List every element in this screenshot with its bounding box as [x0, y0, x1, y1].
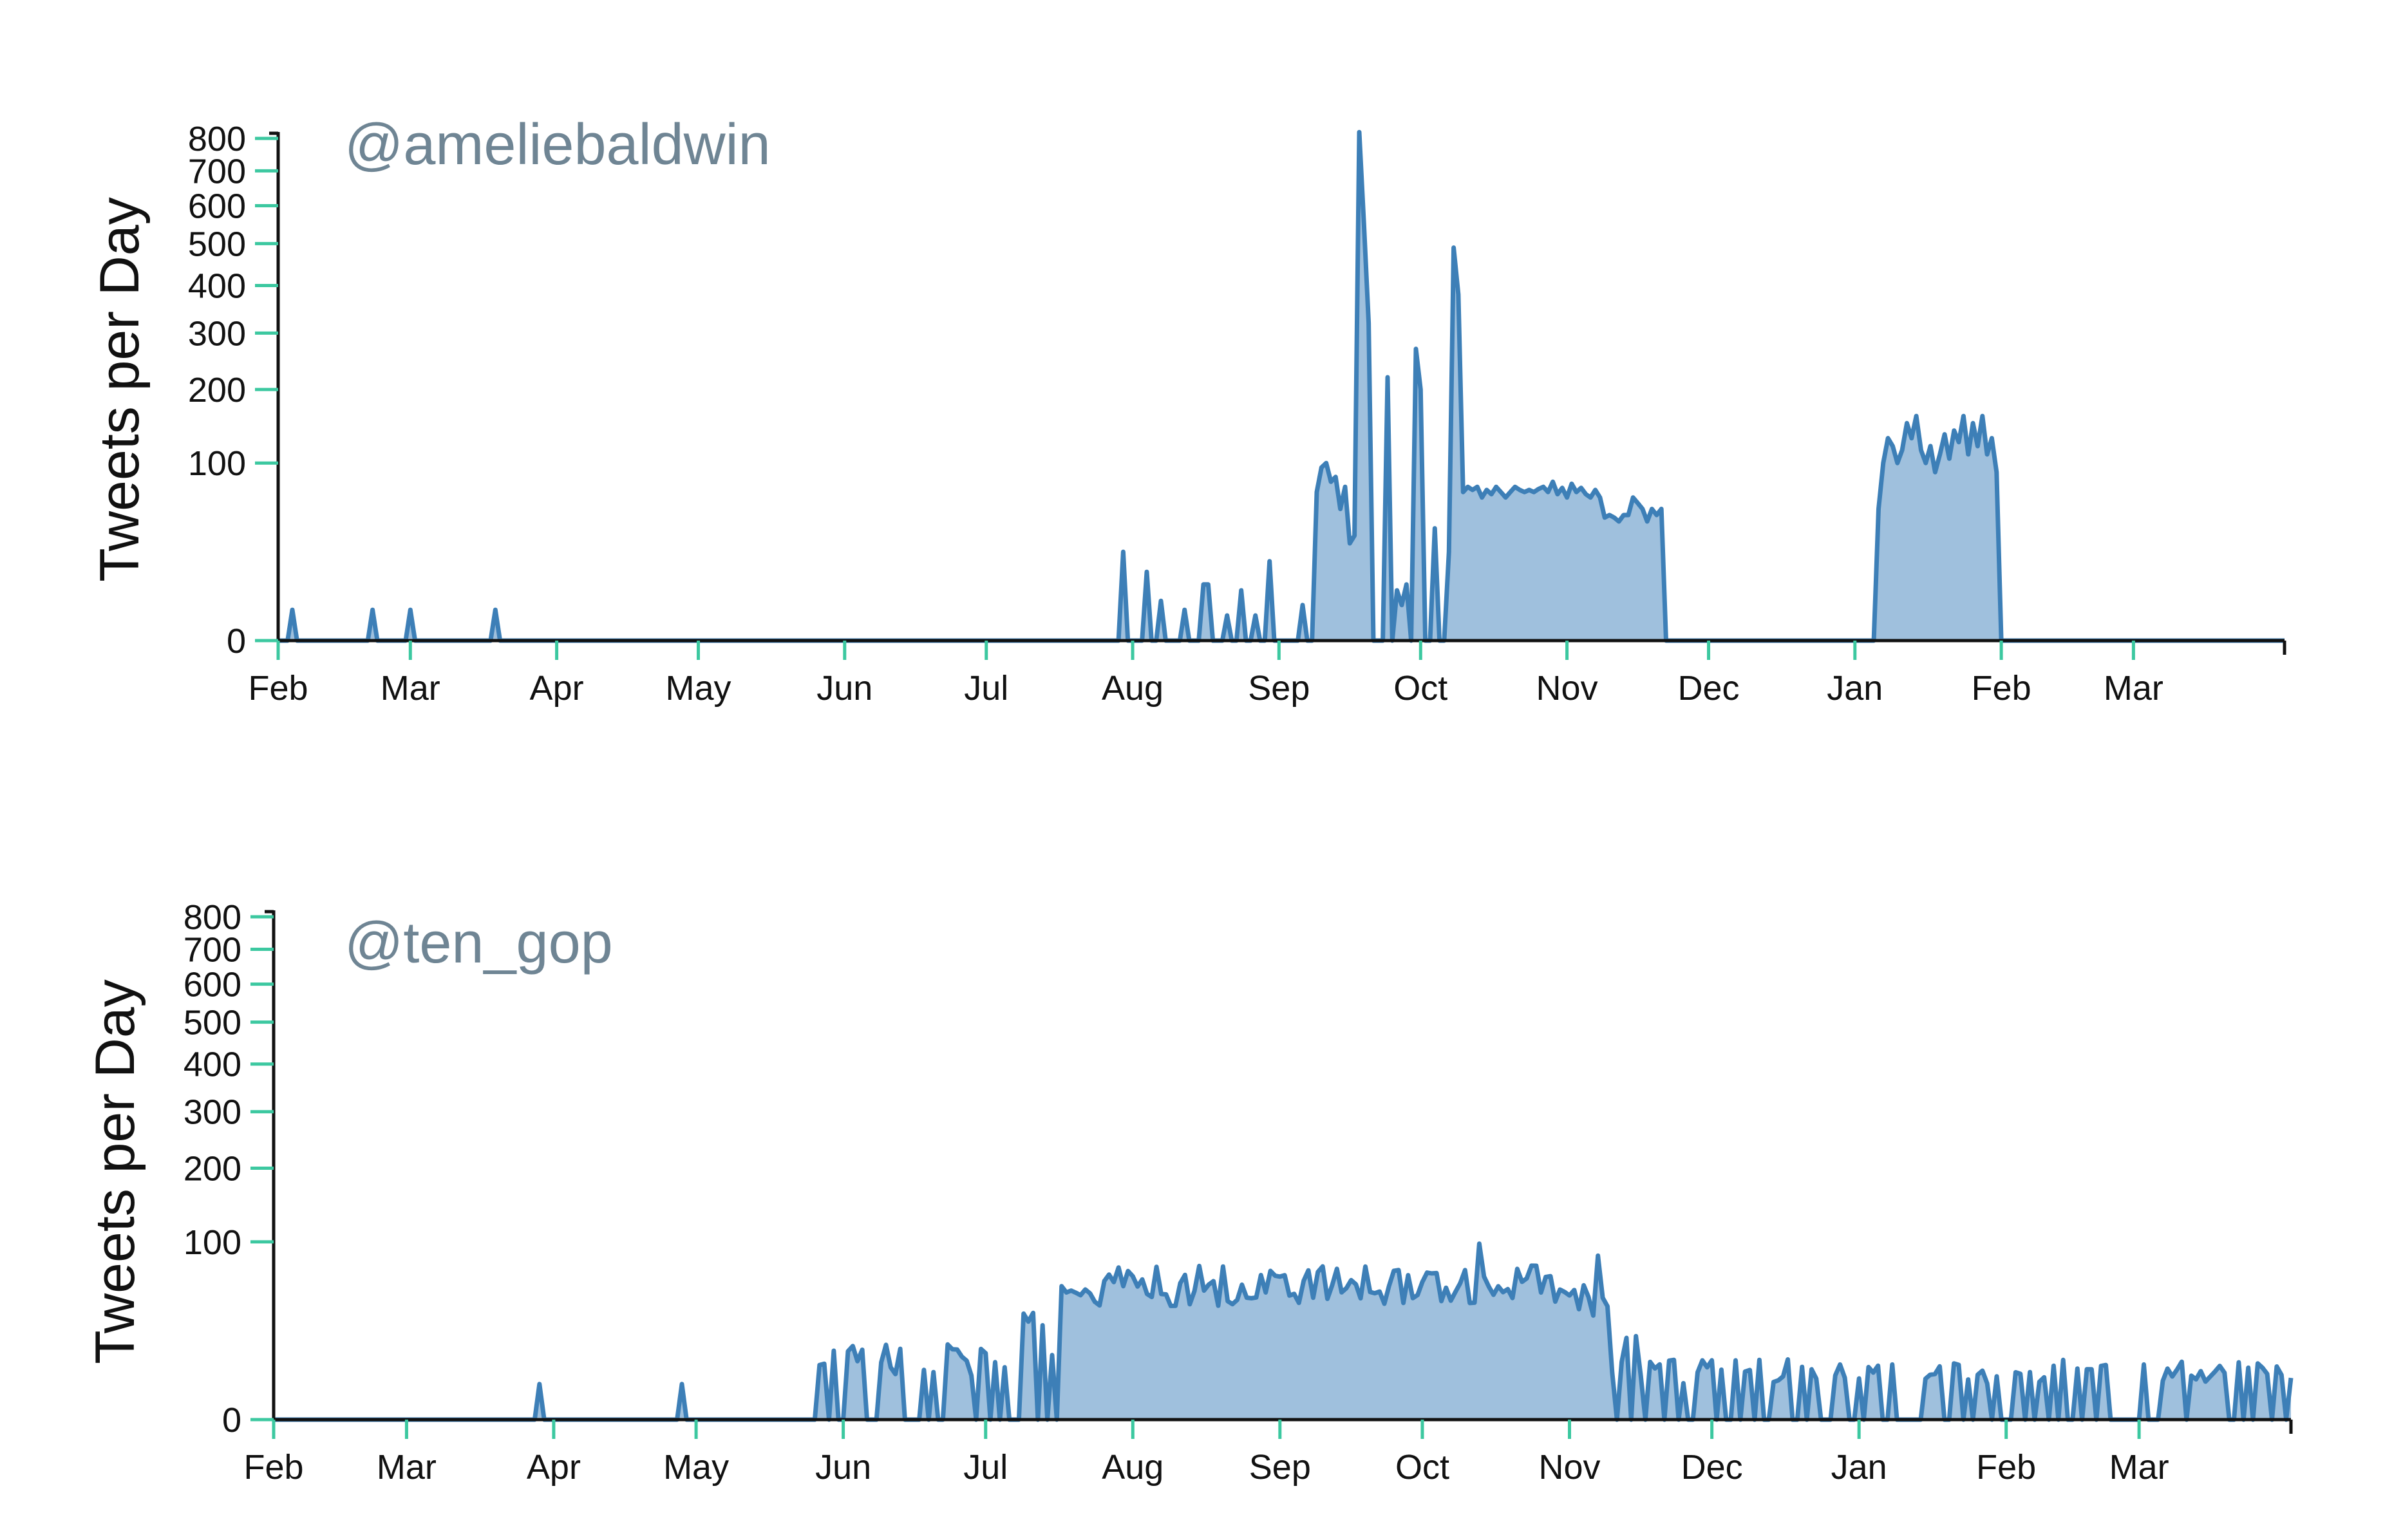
x-tick-label: Jul	[964, 669, 1008, 708]
x-tick-label: Dec	[1678, 669, 1740, 708]
y-tick-label: 200	[184, 1150, 241, 1188]
x-tick-label: Apr	[527, 1448, 581, 1487]
x-tick-label: Jun	[816, 669, 872, 708]
y-tick-label: 300	[188, 314, 246, 353]
x-tick-label: Jan	[1827, 669, 1883, 708]
account-handle: @ten_gop	[344, 911, 613, 975]
y-axis-title: Tweets per Day	[84, 979, 146, 1364]
x-tick-label: Mar	[377, 1448, 437, 1487]
x-tick-label: Apr	[530, 669, 584, 708]
y-tick-label: 0	[227, 622, 246, 661]
x-tick-label: Aug	[1102, 669, 1164, 708]
x-tick-label: May	[666, 669, 731, 708]
y-tick-label: 400	[188, 267, 246, 305]
x-tick-label: Feb	[248, 669, 308, 708]
y-tick-label: 800	[188, 120, 246, 158]
x-tick-label: Mar	[2104, 669, 2163, 708]
x-tick-label: Aug	[1102, 1448, 1164, 1487]
x-tick-label: Nov	[1538, 1448, 1600, 1487]
x-tick-label: Feb	[1976, 1448, 2036, 1487]
account-handle: @ameliebaldwin	[344, 113, 771, 177]
y-tick-label: 0	[222, 1401, 241, 1440]
x-tick-label: Jan	[1831, 1448, 1887, 1487]
x-tick-label: Feb	[243, 1448, 303, 1487]
y-axis-title: Tweets per Day	[89, 197, 151, 581]
y-tick-label: 700	[184, 930, 241, 969]
x-tick-label: Jul	[963, 1448, 1008, 1487]
y-tick-label: 100	[188, 444, 246, 483]
x-tick-label: Sep	[1248, 669, 1310, 708]
y-tick-label: 700	[188, 152, 246, 191]
y-tick-label: 100	[184, 1223, 241, 1262]
x-tick-label: Sep	[1249, 1448, 1311, 1487]
y-tick-label: 400	[184, 1046, 241, 1084]
x-tick-label: Mar	[381, 669, 440, 708]
series-area	[278, 132, 2285, 641]
y-tick-label: 200	[188, 371, 246, 409]
x-tick-label: Feb	[1972, 669, 2031, 708]
x-tick-label: Nov	[1536, 669, 1598, 708]
x-tick-label: May	[663, 1448, 729, 1487]
x-tick-label: Jun	[815, 1448, 871, 1487]
y-tick-label: 600	[188, 187, 246, 226]
x-tick-label: Dec	[1681, 1448, 1743, 1487]
y-tick-label: 300	[184, 1093, 241, 1132]
series-area	[274, 1243, 2291, 1420]
x-tick-label: Oct	[1395, 1448, 1449, 1487]
y-tick-label: 800	[184, 898, 241, 937]
y-tick-label: 500	[184, 1004, 241, 1042]
x-tick-label: Mar	[2109, 1448, 2169, 1487]
x-tick-label: Oct	[1393, 669, 1447, 708]
y-tick-label: 500	[188, 225, 246, 263]
y-tick-label: 600	[184, 966, 241, 1004]
